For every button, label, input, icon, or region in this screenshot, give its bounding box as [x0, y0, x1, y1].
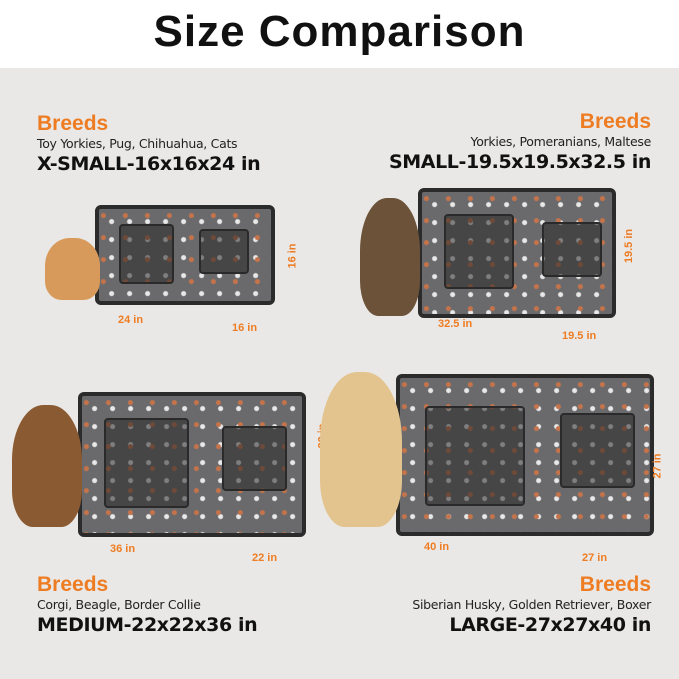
- width-label: 27 in: [582, 552, 608, 564]
- height-label: 19.5 in: [623, 228, 636, 264]
- height-label: 16 in: [286, 243, 299, 269]
- length-label: 36 in: [110, 543, 136, 555]
- breeds-label: Breeds: [579, 573, 651, 596]
- xsmall-crate-image: [95, 205, 275, 305]
- breeds-label: Breeds: [37, 573, 109, 596]
- size-label: LARGE-27x27x40 in: [449, 614, 651, 636]
- cat-image: [45, 238, 100, 300]
- size-label: SMALL-19.5x19.5x32.5 in: [389, 151, 651, 173]
- large-crate-image: [396, 374, 654, 536]
- breeds-list: Siberian Husky, Golden Retriever, Boxer: [412, 597, 651, 612]
- breeds-label: Breeds: [579, 110, 651, 133]
- breeds-list: Yorkies, Pomeranians, Maltese: [470, 134, 652, 149]
- header: Size Comparison: [0, 0, 679, 68]
- page-title: Size Comparison: [153, 7, 526, 56]
- yorkie-image: [360, 198, 420, 316]
- size-label: MEDIUM-22x22x36 in: [37, 614, 258, 636]
- beagle-image: [12, 405, 82, 527]
- breeds-list: Toy Yorkies, Pug, Chihuahua, Cats: [37, 136, 238, 151]
- length-label: 40 in: [424, 541, 450, 553]
- length-label: 32.5 in: [438, 318, 473, 330]
- breeds-label: Breeds: [37, 112, 109, 135]
- golden-retriever-image: [320, 372, 402, 527]
- medium-crate-image: [78, 392, 306, 537]
- xsmall-info: Breeds Toy Yorkies, Pug, Chihuahua, Cats…: [37, 112, 357, 176]
- length-label: 24 in: [118, 314, 144, 326]
- width-label: 16 in: [232, 322, 258, 334]
- width-label: 19.5 in: [562, 330, 597, 342]
- width-label: 22 in: [252, 552, 278, 564]
- breeds-list: Corgi, Beagle, Border Collie: [37, 597, 201, 612]
- small-crate-image: [418, 188, 616, 318]
- large-info: Breeds Siberian Husky, Golden Retriever,…: [331, 573, 651, 637]
- small-info: Breeds Yorkies, Pomeranians, Maltese SMA…: [331, 110, 651, 174]
- height-label: 27 in: [651, 453, 664, 479]
- size-label: X-SMALL-16x16x24 in: [37, 153, 261, 175]
- medium-info: Breeds Corgi, Beagle, Border Collie MEDI…: [37, 573, 357, 637]
